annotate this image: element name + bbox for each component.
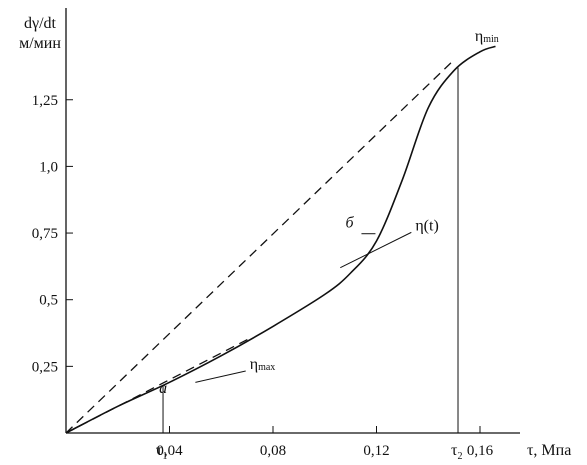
x-tick-label: 0,12 xyxy=(363,443,389,459)
y-axis-label-line1: dγ/dt xyxy=(24,15,57,32)
annotation-leader xyxy=(195,370,246,383)
x-ticks: 0,04 0,08 0,12 0,16 xyxy=(156,426,494,459)
series xyxy=(65,45,496,434)
y-tick-label: 1,0 xyxy=(39,159,58,175)
y-tick-label: 1,25 xyxy=(32,93,58,109)
y-tick-label: 0,5 xyxy=(39,293,58,309)
tau-marker-label: τ2 xyxy=(451,442,462,462)
y-ticks: 0,25 0,5 0,75 1,0 1,25 xyxy=(32,93,73,375)
x-axis: τ, Мпа xyxy=(66,432,571,459)
annotation-label: а xyxy=(159,380,167,397)
markers: τ1 τ2 xyxy=(156,67,462,462)
dashed-line-1 xyxy=(65,59,455,434)
annotation-label: η(t) xyxy=(415,217,438,234)
y-tick-label: 0,25 xyxy=(32,359,58,375)
annotation-label: ηmin xyxy=(475,28,499,45)
y-axis-label-line2: м/мин xyxy=(19,35,61,52)
x-tick-label: 0,04 xyxy=(156,443,183,459)
annotation-label: б xyxy=(345,215,354,232)
x-axis-label: τ, Мпа xyxy=(527,442,571,459)
annotations: а б η(t) ηmax ηmin xyxy=(159,28,499,397)
x-tick-label: 0,16 xyxy=(467,443,494,459)
eta-curve xyxy=(65,45,496,434)
dashed-line-2 xyxy=(65,336,253,434)
y-tick-label: 0,75 xyxy=(32,226,58,242)
x-tick-label: 0,08 xyxy=(260,443,286,459)
y-axis: dγ/dt м/мин xyxy=(19,8,67,433)
annotation-label: ηmax xyxy=(250,356,276,373)
tau-marker-label: τ1 xyxy=(156,442,167,462)
annotation-leader xyxy=(340,231,412,269)
